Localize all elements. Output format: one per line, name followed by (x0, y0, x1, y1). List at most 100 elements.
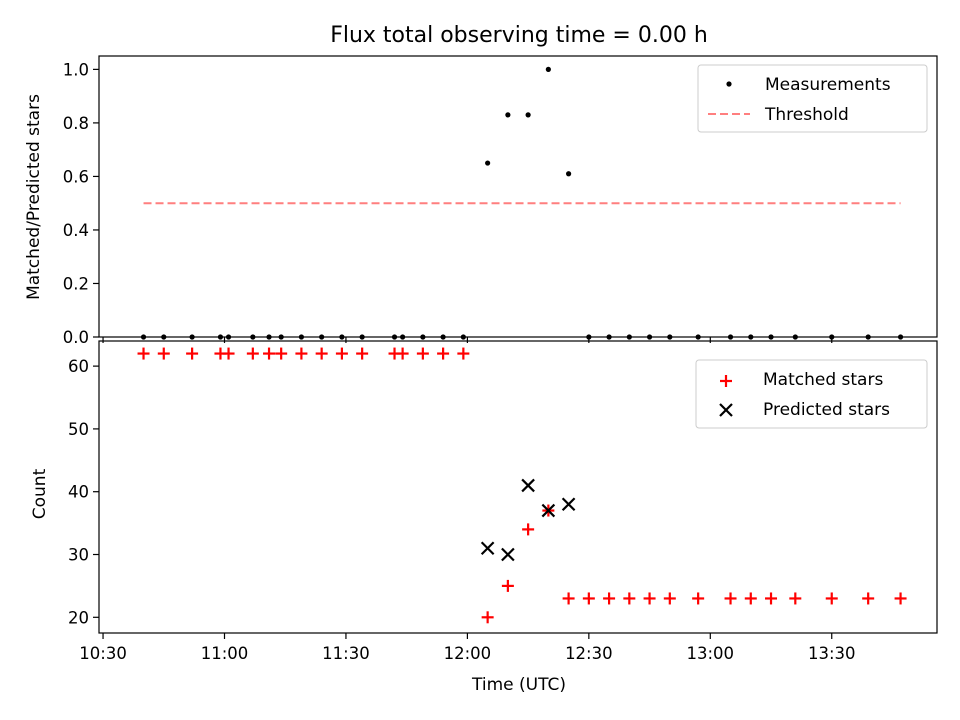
matched-star-point (603, 592, 616, 605)
bottom-series (137, 347, 907, 624)
legend-matched-marker (720, 375, 732, 387)
matched-star-point (335, 347, 348, 360)
top-plot-frame (98, 55, 938, 338)
matched-star-point (275, 347, 288, 360)
predicted-star-point (561, 497, 576, 512)
matched-star-point (222, 347, 235, 360)
measurement-point (768, 334, 774, 340)
measurement-point (278, 334, 284, 340)
bottom-y-axis: 20 30 40 50 60 (68, 357, 99, 627)
measurement-point (667, 334, 673, 340)
measurement-point (298, 334, 305, 340)
top-x-axis-ticks (102, 337, 833, 343)
measurement-point (189, 334, 195, 340)
top-legend: Measurements Threshold (697, 64, 928, 133)
measurement-point (391, 334, 398, 340)
matched-star-point (186, 347, 199, 360)
legend-predicted-marker (719, 403, 733, 417)
legend-measurements-label: Measurements (765, 75, 891, 95)
bottom-plot-frame (98, 340, 938, 634)
matched-star-point (315, 347, 328, 360)
matched-star-point (789, 592, 802, 605)
measurement-point (586, 334, 592, 340)
measurement-point (505, 112, 511, 118)
bottom-plot: 20 30 40 50 60 10:30 11:00 11:30 12:00 12:30 13:0… (30, 340, 938, 695)
top-y-tick-label: 0.8 (63, 114, 89, 133)
bottom-y-tick-label: 50 (68, 420, 89, 439)
measurement-point (250, 334, 256, 340)
measurement-point (420, 334, 426, 340)
x-tick-label: 12:00 (444, 644, 492, 663)
chart-title: Flux total observing time = 0.00 h (330, 23, 708, 48)
measurement-point (225, 334, 232, 340)
measurement-point (545, 66, 551, 72)
top-plot: 0.0 0.2 0.4 0.6 0.8 1.0 Matched/Predicted sta… (24, 55, 938, 347)
x-tick-label: 13:00 (687, 644, 735, 663)
top-series (140, 66, 904, 340)
measurement-point (485, 160, 491, 166)
x-tick-label: 11:30 (322, 644, 370, 663)
measurement-point (319, 334, 325, 340)
measurement-point (626, 334, 632, 340)
measurement-point (646, 334, 653, 340)
measurement-point (748, 334, 754, 340)
matched-star-point (457, 347, 470, 360)
measurement-point (460, 334, 466, 340)
matched-star-point (724, 592, 737, 605)
matched-star-point (157, 347, 170, 360)
predicted-star-point (501, 547, 515, 562)
matched-star-point (862, 592, 875, 605)
matched-star-point (765, 592, 778, 605)
matched-star-point (582, 592, 595, 605)
measurement-point (140, 334, 147, 340)
bottom-y-tick-label: 20 (68, 608, 89, 627)
predicted-star-point (521, 478, 535, 493)
measurement-point (440, 334, 446, 340)
matched-star-point (825, 592, 838, 605)
legend-matched-label: Matched stars (763, 370, 883, 390)
matched-star-point (562, 592, 575, 605)
measurement-point (829, 334, 835, 340)
predicted-star-point (480, 541, 495, 556)
matched-star-point (894, 592, 907, 605)
matched-star-point (295, 347, 308, 360)
measurement-point (359, 334, 365, 340)
measurement-point (606, 334, 612, 340)
measurement-point (695, 334, 701, 340)
bottom-y-axis-label: Count (30, 468, 50, 519)
x-tick-label: 13:30 (808, 644, 856, 663)
bottom-legend-box (695, 359, 928, 429)
top-y-tick-label: 1.0 (63, 60, 89, 79)
bottom-legend: Matched stars Predicted stars (695, 359, 928, 429)
measurement-point (400, 334, 406, 340)
top-y-tick-label: 0.0 (63, 328, 89, 347)
top-y-axis: 0.0 0.2 0.4 0.6 0.8 1.0 (63, 60, 99, 347)
legend-predicted-label: Predicted stars (763, 400, 890, 420)
measurement-point (161, 334, 167, 340)
measurement-point (865, 334, 871, 340)
measurement-point (266, 334, 272, 340)
matched-star-point (437, 347, 450, 360)
matched-star-point (356, 347, 369, 360)
measurement-point (727, 334, 734, 340)
x-axis-label: Time (UTC) (471, 675, 566, 695)
x-tick-label: 12:30 (565, 644, 613, 663)
matched-star-point (692, 592, 705, 605)
bottom-y-tick-label: 30 (68, 546, 89, 565)
measurement-point (792, 334, 798, 340)
measurement-point (566, 171, 572, 177)
matched-star-point (744, 592, 757, 605)
measurement-point (339, 334, 345, 340)
matched-star-point (263, 347, 276, 360)
top-y-tick-label: 0.6 (63, 167, 89, 186)
x-tick-label: 11:00 (201, 644, 249, 663)
matched-star-point (246, 347, 259, 360)
matched-star-point (416, 347, 429, 360)
bottom-y-tick-label: 40 (68, 483, 89, 502)
legend-threshold-label: Threshold (764, 105, 849, 125)
predicted-star-b (480, 541, 495, 556)
measurement-point (525, 112, 531, 118)
matched-star-point (396, 347, 409, 360)
matched-star-point (623, 592, 636, 605)
